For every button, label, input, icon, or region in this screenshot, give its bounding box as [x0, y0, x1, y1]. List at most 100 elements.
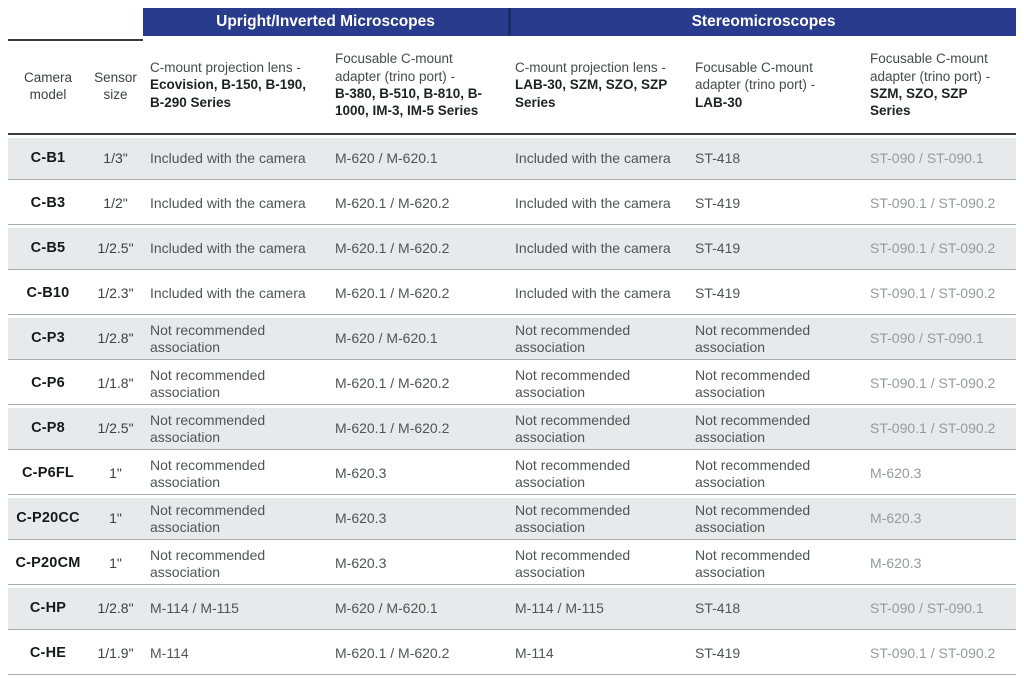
column-header-models: LAB-30 [695, 94, 743, 110]
value-cell: M-114 / M-115 [508, 588, 689, 630]
value-cell: ST-090.1 / ST-090.2 [863, 273, 1017, 315]
value-cell: ST-090.1 / ST-090.2 [863, 363, 1017, 405]
column-header-row: Camera model Sensor size C-mount project… [8, 39, 1017, 135]
table-row: C-B3 1/2" Included with the camera M-620… [8, 183, 1017, 225]
column-header-models: B-380, B-510, B-810, B-1000, IM-3, IM-5 … [335, 86, 483, 119]
value-cell: ST-419 [688, 633, 864, 675]
camera-model-cell: C-HP [8, 588, 88, 630]
value-cell: Included with the camera [508, 228, 689, 270]
camera-model-cell: C-B5 [8, 228, 88, 270]
value-cell: M-620.1 / M-620.2 [328, 363, 509, 405]
sensor-size-cell: 1/2.3" [88, 273, 143, 315]
camera-model-cell: C-P6 [8, 363, 88, 405]
value-cell: Not recommended association [688, 453, 864, 495]
value-cell: Not recommended association [143, 498, 328, 540]
value-cell: M-620.1 / M-620.2 [328, 228, 509, 270]
value-cell: M-620.3 [328, 498, 509, 540]
value-cell: Not recommended association [508, 453, 689, 495]
table-row: C-B5 1/2.5" Included with the camera M-6… [8, 228, 1017, 270]
sensor-size-cell: 1/2.5" [88, 408, 143, 450]
table-row: C-P20CC 1" Not recommended association M… [8, 498, 1017, 540]
value-cell: Not recommended association [143, 453, 328, 495]
value-cell: ST-419 [688, 183, 864, 225]
camera-model-cell: C-P8 [8, 408, 88, 450]
sensor-size-cell: 1/2" [88, 183, 143, 225]
camera-model-cell: C-P20CM [8, 543, 88, 585]
value-cell: Included with the camera [143, 228, 328, 270]
camera-model-cell: C-B3 [8, 183, 88, 225]
column-header-prefix: C-mount projection lens - [515, 60, 666, 76]
table-row: C-P3 1/2.8" Not recommended association … [8, 318, 1017, 360]
value-cell: ST-090.1 / ST-090.2 [863, 228, 1017, 270]
value-cell: ST-418 [688, 138, 864, 180]
value-cell: ST-419 [688, 228, 864, 270]
table-row: C-B1 1/3" Included with the camera M-620… [8, 138, 1017, 180]
camera-adapter-compatibility-table: Upright/Inverted Microscopes Stereomicro… [8, 5, 1017, 678]
value-cell: Not recommended association [508, 543, 689, 585]
value-cell: ST-090 / ST-090.1 [863, 588, 1017, 630]
value-cell: M-620.3 [328, 543, 509, 585]
sensor-size-cell: 1" [88, 498, 143, 540]
value-cell: Not recommended association [688, 543, 864, 585]
group-header-upright-inverted: Upright/Inverted Microscopes [143, 8, 509, 36]
value-cell: Included with the camera [143, 138, 328, 180]
value-cell: Not recommended association [508, 318, 689, 360]
column-header-models: Ecovision, B-150, B-190, B-290 Series [150, 77, 307, 110]
value-cell: M-620.3 [328, 453, 509, 495]
column-header-prefix: Focusable C-mount adapter (trino port) - [335, 51, 456, 84]
group-header-row: Upright/Inverted Microscopes Stereomicro… [8, 8, 1017, 36]
column-header-focusable-adapter-lab30: Focusable C-mount adapter (trino port) -… [688, 39, 864, 135]
table-row: C-HE 1/1.9" M-114 M-620.1 / M-620.2 M-11… [8, 633, 1017, 675]
value-cell: M-620 / M-620.1 [328, 318, 509, 360]
value-cell: Not recommended association [508, 408, 689, 450]
column-header-prefix: Focusable C-mount adapter (trino port) - [695, 60, 816, 93]
value-cell: M-620 / M-620.1 [328, 138, 509, 180]
camera-model-cell: C-B1 [8, 138, 88, 180]
sensor-size-cell: 1/1.8" [88, 363, 143, 405]
camera-model-cell: C-B10 [8, 273, 88, 315]
value-cell: M-620.1 / M-620.2 [328, 183, 509, 225]
value-cell: Included with the camera [508, 183, 689, 225]
table-row: C-P6FL 1" Not recommended association M-… [8, 453, 1017, 495]
value-cell: M-620.3 [863, 543, 1017, 585]
value-cell: M-620.1 / M-620.2 [328, 408, 509, 450]
column-header-projection-lens-stereo: C-mount projection lens - LAB-30, SZM, S… [508, 39, 689, 135]
value-cell: Included with the camera [508, 138, 689, 180]
value-cell: Not recommended association [508, 498, 689, 540]
column-header-models: LAB-30, SZM, SZO, SZP Series [515, 77, 668, 110]
value-cell: ST-418 [688, 588, 864, 630]
value-cell: ST-090 / ST-090.1 [863, 318, 1017, 360]
value-cell: M-114 / M-115 [143, 588, 328, 630]
value-cell: M-620.1 / M-620.2 [328, 633, 509, 675]
group-header-stereomicroscopes: Stereomicroscopes [508, 8, 1017, 36]
camera-model-cell: C-HE [8, 633, 88, 675]
sensor-size-cell: 1/1.9" [88, 633, 143, 675]
camera-model-cell: C-P20CC [8, 498, 88, 540]
value-cell: ST-090.1 / ST-090.2 [863, 633, 1017, 675]
column-header-focusable-adapter-upright: Focusable C-mount adapter (trino port) -… [328, 39, 509, 135]
value-cell: Included with the camera [143, 183, 328, 225]
sensor-size-cell: 1/2.8" [88, 588, 143, 630]
value-cell: M-620.3 [863, 498, 1017, 540]
camera-model-cell: C-P3 [8, 318, 88, 360]
column-header-prefix: C-mount projection lens - [150, 60, 301, 76]
value-cell: M-620.1 / M-620.2 [328, 273, 509, 315]
column-header-focusable-adapter-szm: Focusable C-mount adapter (trino port) -… [863, 39, 1017, 135]
value-cell: ST-090.1 / ST-090.2 [863, 183, 1017, 225]
value-cell: Not recommended association [143, 363, 328, 405]
value-cell: Not recommended association [143, 318, 328, 360]
column-header-camera-model: Camera model [8, 39, 88, 135]
value-cell: M-620.3 [863, 453, 1017, 495]
column-header-sensor-size: Sensor size [88, 39, 143, 135]
column-header-projection-lens-upright: C-mount projection lens - Ecovision, B-1… [143, 39, 328, 135]
value-cell: ST-419 [688, 273, 864, 315]
sensor-size-cell: 1" [88, 453, 143, 495]
value-cell: M-114 [143, 633, 328, 675]
value-cell: Not recommended association [143, 408, 328, 450]
value-cell: ST-090 / ST-090.1 [863, 138, 1017, 180]
value-cell: M-620 / M-620.1 [328, 588, 509, 630]
value-cell: Not recommended association [688, 363, 864, 405]
table-row: C-P8 1/2.5" Not recommended association … [8, 408, 1017, 450]
column-header-models: SZM, SZO, SZP Series [870, 86, 968, 119]
